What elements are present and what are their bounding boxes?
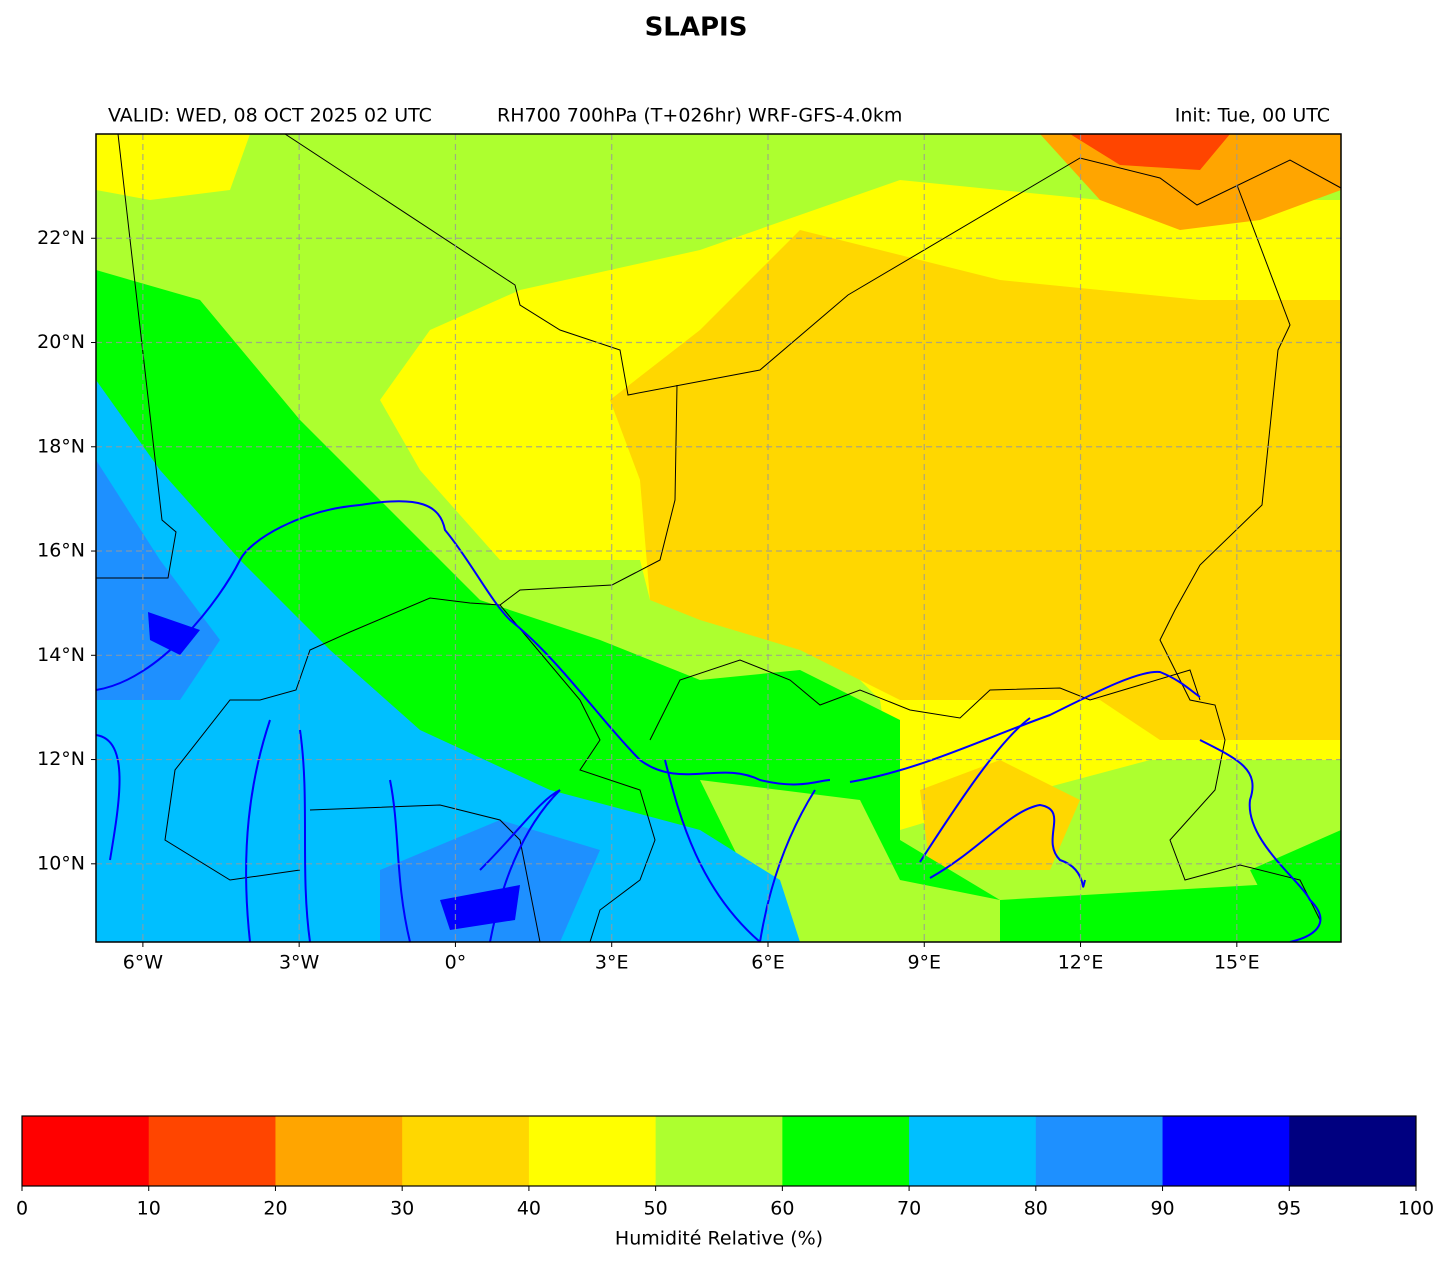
y-tick-label: 14°N [37, 644, 85, 666]
colorbar-tick-label: 50 [644, 1198, 668, 1220]
product-label: RH700 700hPa (T+026hr) WRF-GFS-4.0km [497, 105, 902, 127]
field-region [920, 760, 1080, 870]
river [96, 734, 816, 942]
colorbar-segment [148, 1116, 276, 1186]
field-region [148, 612, 200, 655]
country-border [499, 604, 656, 942]
country-border [649, 659, 1201, 741]
x-tick-label: 6°E [751, 952, 785, 974]
field-region [610, 230, 1341, 740]
country-border [1159, 184, 1321, 921]
colorbar-segment [275, 1116, 403, 1186]
map-field [96, 134, 1341, 942]
y-tick-label: 18°N [37, 435, 85, 457]
x-tick-label: 15°E [1214, 952, 1260, 974]
colorbar-frame [21, 1115, 1417, 1187]
river [96, 500, 831, 786]
colorbar-segment [22, 1116, 150, 1186]
colorbar-tick-label: 10 [137, 1198, 161, 1220]
map-axes: 6°W 3°W 0° 3°E 6°E 9°E 12°E 15°E 10°N 12°N 14°N 16°… [37, 134, 1341, 974]
country-border [96, 134, 177, 579]
x-tick-label: 0° [445, 952, 467, 974]
valid-time: VALID: WED, 08 OCT 2025 02 UTC [108, 105, 432, 127]
colorbar-segment [1289, 1116, 1417, 1186]
colorbar-segment [655, 1116, 783, 1186]
colorbar-tick-label: 90 [1150, 1198, 1174, 1220]
x-tick-label: 9°E [907, 952, 941, 974]
x-tick-label: 3°W [279, 952, 320, 974]
y-tick-label: 12°N [37, 748, 85, 770]
y-tick-label: 16°N [37, 540, 85, 562]
colorbar-tick-label: 95 [1277, 1198, 1301, 1220]
chart-title: SLAPIS [645, 13, 748, 43]
colorbar-tick-label: 70 [897, 1198, 921, 1220]
colorbar-tick-label: 30 [390, 1198, 414, 1220]
colorbar-tick-label: 80 [1024, 1198, 1048, 1220]
country-border [164, 384, 678, 881]
river [1199, 739, 1322, 942]
colorbar-tick-label: 100 [1398, 1198, 1434, 1220]
colorbar-segment [782, 1116, 910, 1186]
colorbar-segment [1162, 1116, 1290, 1186]
map-frame [95, 133, 1342, 943]
colorbar: 0 10 20 30 40 50 60 70 80 90 95 100 [16, 1115, 1434, 1220]
colorbar-segment [528, 1116, 657, 1186]
colorbar-segment [402, 1116, 530, 1186]
y-tick-label: 20°N [37, 331, 85, 353]
country-border [309, 804, 541, 942]
colorbar-tick-label: 40 [517, 1198, 541, 1220]
river [245, 719, 561, 942]
y-tick-label: 22°N [37, 227, 85, 249]
field-region [96, 380, 800, 942]
init-time: Init: Tue, 00 UTC [1175, 105, 1330, 127]
field-region [380, 820, 600, 942]
field-region [96, 134, 250, 200]
field-region [1250, 830, 1341, 900]
x-tick-label: 3°E [595, 952, 629, 974]
x-tick-label: 12°E [1058, 952, 1104, 974]
country-border [284, 134, 1341, 396]
colorbar-label: Humidité Relative (%) [615, 1228, 823, 1250]
river [849, 670, 1201, 783]
colorbar-segment [1035, 1116, 1164, 1186]
colorbar-tick-label: 0 [16, 1198, 28, 1220]
field-region [1070, 134, 1230, 170]
colorbar-tick-label: 20 [263, 1198, 287, 1220]
y-tick-label: 10°N [37, 852, 85, 874]
colorbar-tick-label: 60 [770, 1198, 794, 1220]
field-region [440, 885, 520, 930]
colorbar-segment [909, 1116, 1037, 1186]
x-tick-label: 6°W [123, 952, 164, 974]
